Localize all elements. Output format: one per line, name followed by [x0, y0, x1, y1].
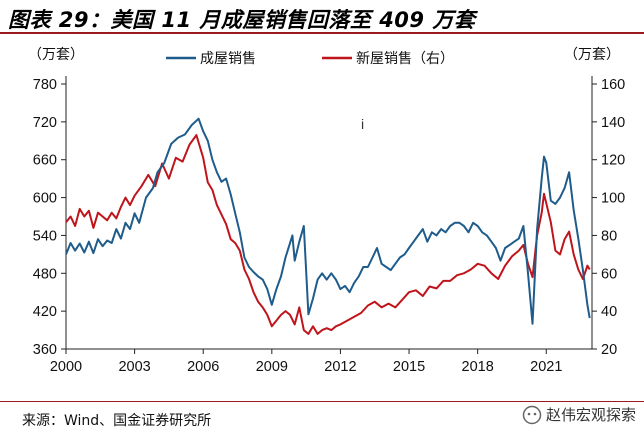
x-tick-label: 2012	[324, 359, 356, 375]
series-line-existing-home-sales	[65, 117, 591, 325]
left-tick-label: 360	[33, 342, 57, 358]
left-tick-label: 600	[33, 191, 57, 207]
legend-label-new: 新屋销售（右）	[356, 51, 454, 67]
chart-ticks: 360 420 480 540 600 660 720 780 20 40 60 80 100 120 14…	[33, 77, 625, 375]
watermark-text: 赵伟宏观探索	[545, 406, 636, 424]
x-tick-label: 2009	[256, 359, 288, 375]
right-axis-unit: （万套）	[564, 47, 620, 63]
left-tick-label: 720	[33, 115, 57, 131]
x-tick-label: 2006	[187, 359, 219, 375]
right-tick-label: 100	[601, 191, 625, 207]
chart-series	[65, 117, 591, 335]
left-tick-label: 660	[33, 153, 57, 169]
left-tick-label: 780	[33, 77, 57, 93]
left-tick-label: 540	[33, 228, 57, 244]
right-tick-label: 120	[601, 153, 625, 169]
source-note: 来源：Wind、国金证券研究所	[22, 413, 212, 429]
x-tick-label: 2000	[50, 359, 82, 375]
left-tick-label: 480	[33, 266, 57, 282]
watermark: 赵伟宏观探索	[522, 404, 636, 425]
right-tick-label: 40	[601, 304, 617, 320]
footer-rule	[0, 401, 644, 402]
x-tick-label: 2018	[462, 359, 494, 375]
right-tick-label: 20	[601, 342, 617, 358]
chart-legend: 成屋销售 新屋销售（右）	[166, 51, 454, 67]
right-tick-label: 160	[601, 77, 625, 93]
series-line-new-home-sales	[65, 134, 591, 335]
line-chart: 360 420 480 540 600 660 720 780 20 40 60 80 100 120 14…	[33, 51, 625, 375]
x-tick-label: 2003	[118, 359, 150, 375]
page-title: 图表 29：美国 11 月成屋销售回落至 409 万套	[8, 8, 476, 32]
legend-label-existing: 成屋销售	[200, 51, 256, 67]
right-tick-label: 140	[601, 115, 625, 131]
right-tick-label: 80	[601, 228, 617, 244]
chart-marker: i	[361, 116, 364, 132]
x-tick-label: 2015	[393, 359, 425, 375]
x-tick-label: 2021	[530, 359, 562, 375]
chart-axes	[65, 76, 593, 350]
wechat-icon	[522, 405, 542, 424]
left-tick-label: 420	[33, 304, 57, 320]
title-underline	[0, 32, 644, 34]
left-axis-unit: （万套）	[28, 47, 84, 63]
right-tick-label: 60	[601, 266, 617, 282]
